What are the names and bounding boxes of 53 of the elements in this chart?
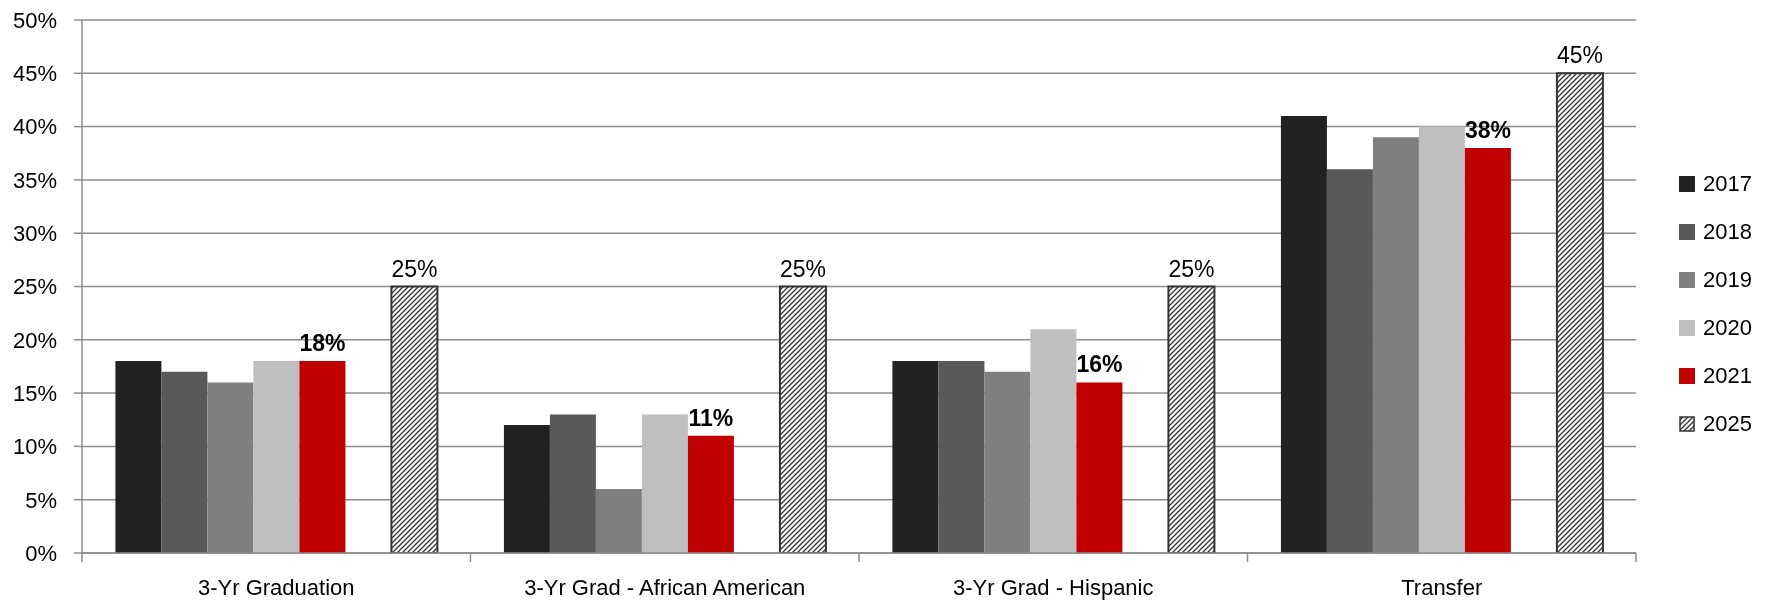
bar <box>549 414 596 553</box>
bar <box>1280 115 1327 553</box>
data-label: 16% <box>1076 351 1123 378</box>
y-tick-label: 15% <box>12 380 57 406</box>
data-label: 18% <box>299 330 346 357</box>
bar <box>1326 169 1373 553</box>
data-label: 25% <box>391 255 438 282</box>
bar <box>1372 137 1419 553</box>
bar <box>207 382 254 553</box>
y-tick-label: 30% <box>12 221 57 247</box>
bar <box>938 361 985 553</box>
y-tick-label: 5% <box>25 487 57 513</box>
bar <box>687 435 734 553</box>
x-tick-label: Transfer <box>1401 575 1483 600</box>
legend-label: 2021 <box>1703 362 1752 388</box>
bar <box>778 285 827 553</box>
y-tick-label: 40% <box>12 114 57 140</box>
y-tick-label: 20% <box>12 327 57 353</box>
x-tick-label: 3-Yr Graduation <box>197 575 355 600</box>
bar <box>299 361 346 553</box>
bar <box>115 361 162 553</box>
bar <box>1418 126 1465 553</box>
bar <box>641 414 688 553</box>
bar <box>984 371 1031 553</box>
data-label: 25% <box>1168 255 1215 282</box>
y-tick-label: 45% <box>12 61 57 87</box>
bar <box>161 371 208 553</box>
data-label: 25% <box>779 255 826 282</box>
data-label: 38% <box>1464 116 1511 143</box>
legend-label: 2018 <box>1703 218 1752 244</box>
data-label: 11% <box>688 404 734 431</box>
bar <box>1167 285 1216 553</box>
legend-label: 2017 <box>1703 170 1752 196</box>
x-tick-label: 3-Yr Grad - Hispanic <box>952 575 1154 600</box>
y-tick-label: 50% <box>12 7 57 33</box>
bar <box>892 361 939 553</box>
y-tick-label: 25% <box>12 274 57 300</box>
bar <box>595 489 642 553</box>
y-tick-label: 0% <box>25 540 57 566</box>
y-tick-label: 10% <box>12 434 57 460</box>
legend-label: 2019 <box>1703 266 1752 292</box>
bar <box>253 361 300 553</box>
bar <box>1076 382 1123 553</box>
legend-label: 2020 <box>1703 314 1752 340</box>
data-label: 45% <box>1556 42 1603 69</box>
bar <box>390 285 439 553</box>
y-tick-label: 35% <box>12 167 57 193</box>
bar <box>1464 147 1511 553</box>
bar <box>1030 329 1077 553</box>
bar <box>1555 72 1604 553</box>
legend-label: 2025 <box>1703 410 1752 436</box>
bar <box>503 425 550 553</box>
x-tick-label: 3-Yr Grad - African American <box>524 575 806 600</box>
